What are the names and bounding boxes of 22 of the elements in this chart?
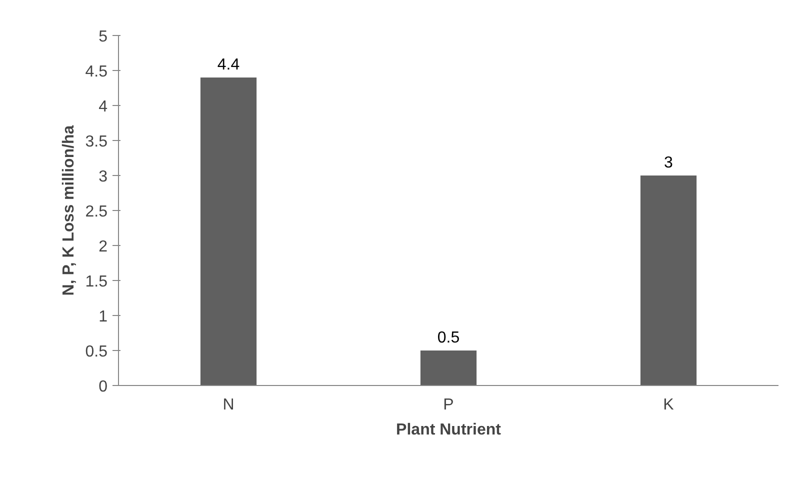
- y-tick-label: 2.5: [85, 204, 108, 220]
- x-tick-label: K: [663, 396, 674, 414]
- bar: [640, 176, 697, 386]
- y-tick-label: 2: [98, 238, 108, 256]
- y-tick-label: 0: [98, 378, 108, 396]
- y-tick-label: 4: [98, 98, 108, 116]
- data-label: 4.4: [217, 56, 240, 74]
- y-axis-title: N, P, K Loss million/ha: [60, 125, 78, 296]
- x-tick-label: P: [443, 396, 454, 414]
- y-tick-label: 1.5: [85, 274, 108, 290]
- data-label: 0.5: [437, 330, 460, 346]
- bar: [200, 78, 257, 386]
- data-label: 3: [664, 154, 674, 172]
- y-tick-label: 5: [98, 28, 108, 46]
- x-axis-title: Plant Nutrient: [396, 422, 502, 438]
- y-tick-label: 3.5: [85, 134, 108, 150]
- x-tick-label: N: [222, 396, 234, 414]
- y-tick-label: 0.5: [85, 344, 108, 360]
- y-tick-label: 1: [98, 308, 108, 326]
- bar: [420, 350, 477, 386]
- y-tick-label: 4.5: [85, 64, 108, 80]
- y-tick-label: 3: [98, 168, 108, 186]
